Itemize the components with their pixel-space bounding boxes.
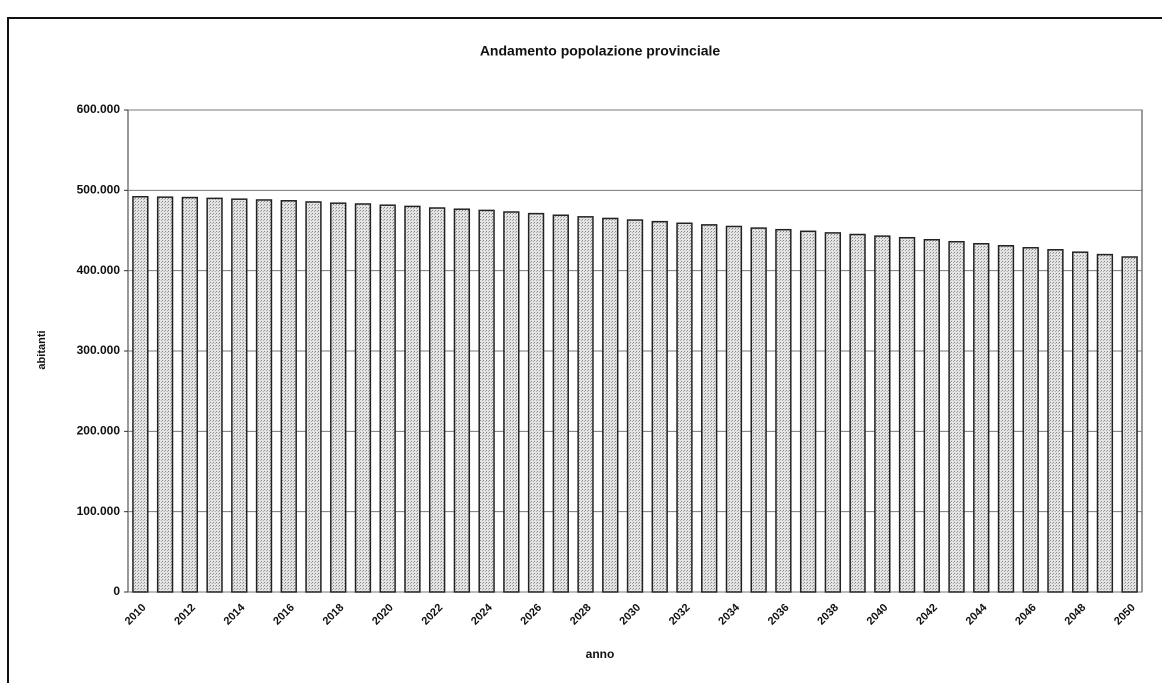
x-tick-label: 2040	[865, 602, 891, 628]
x-tick-label: 2034	[716, 601, 742, 627]
x-tick-label: 2020	[370, 602, 396, 628]
bar	[849, 233, 866, 593]
bar	[132, 196, 149, 593]
bar	[1096, 253, 1114, 593]
bar	[181, 196, 198, 593]
x-tick-label: 2012	[172, 602, 198, 628]
bar	[898, 236, 916, 593]
bar	[1022, 247, 1039, 593]
bar	[206, 197, 223, 593]
y-axis-label: abitanti	[36, 330, 48, 369]
x-tick-label: 2042	[914, 602, 940, 628]
bar	[602, 217, 619, 593]
bar	[478, 209, 495, 593]
bar	[503, 211, 520, 593]
bar	[428, 207, 446, 593]
bar	[775, 228, 792, 593]
x-tick-label: 2014	[222, 601, 248, 627]
x-tick-label: 2010	[123, 602, 149, 628]
bar	[676, 222, 693, 593]
bar	[948, 240, 965, 593]
x-tick-label: 2030	[617, 602, 643, 628]
bar	[973, 243, 990, 593]
bar	[750, 227, 767, 593]
bar	[156, 196, 174, 593]
bar	[1121, 256, 1138, 593]
y-tick-label: 300.000	[77, 343, 121, 357]
bar	[552, 214, 569, 593]
x-tick-label: 2044	[964, 601, 990, 627]
x-tick-label: 2026	[518, 602, 544, 628]
y-tick-label: 200.000	[77, 424, 121, 438]
x-tick-label: 2016	[271, 602, 297, 628]
x-tick-label: 2032	[667, 602, 693, 628]
bar	[379, 204, 396, 593]
bar	[404, 205, 421, 593]
y-tick-label: 0	[113, 584, 120, 598]
bar	[725, 225, 743, 593]
chart-title: Andamento popolazione provinciale	[480, 43, 721, 59]
x-tick-label: 2018	[321, 602, 347, 628]
frame	[7, 17, 1162, 683]
bar	[231, 198, 248, 593]
bar	[997, 245, 1015, 593]
x-tick-label: 2048	[1063, 602, 1089, 628]
bar	[527, 212, 545, 593]
bar	[1047, 249, 1064, 593]
x-tick-label: 2028	[568, 602, 594, 628]
bar	[701, 224, 718, 593]
bar	[354, 203, 372, 593]
y-tick-label: 500.000	[77, 183, 121, 197]
y-tick-label: 600.000	[77, 102, 121, 116]
bar	[923, 238, 940, 593]
x-tick-label: 2038	[815, 602, 841, 628]
y-tick-label: 100.000	[77, 504, 121, 518]
x-tick-label: 2022	[420, 602, 446, 628]
x-tick-label: 2036	[766, 602, 792, 628]
x-tick-label: 2024	[469, 601, 495, 627]
bar	[453, 208, 471, 593]
bar	[799, 230, 817, 593]
x-axis-label: anno	[586, 647, 615, 661]
bar	[330, 202, 347, 593]
y-tick-label: 400.000	[77, 263, 121, 277]
x-tick-label: 2046	[1013, 602, 1039, 628]
bar	[280, 200, 297, 593]
bar	[874, 235, 891, 593]
bar	[824, 232, 842, 593]
bar	[305, 201, 322, 593]
bar	[1072, 251, 1089, 593]
bar	[255, 199, 273, 593]
bar	[651, 220, 668, 593]
bar	[626, 219, 644, 593]
x-tick-label: 2050	[1112, 602, 1138, 628]
bar	[577, 216, 594, 593]
